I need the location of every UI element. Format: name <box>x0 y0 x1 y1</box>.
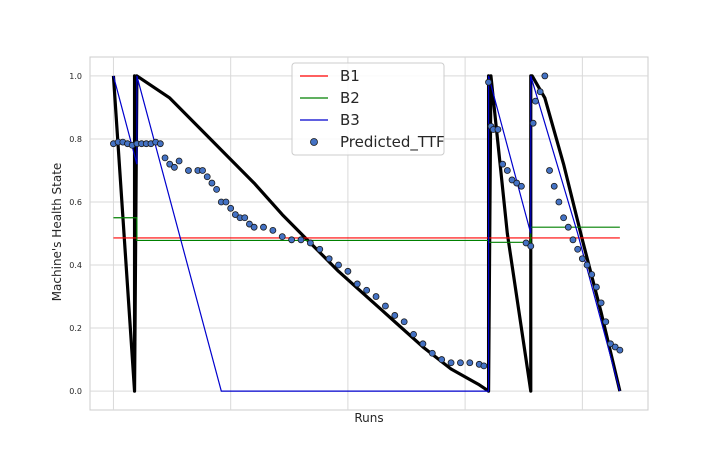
predicted-ttf-point <box>485 78 492 86</box>
predicted-ttf-point <box>316 245 324 253</box>
predicted-ttf-point <box>372 293 380 300</box>
predicted-ttf-point <box>391 312 399 319</box>
predicted-ttf-point <box>335 261 342 269</box>
predicted-ttf-point <box>156 140 164 148</box>
predicted-ttf-point <box>227 204 235 212</box>
predicted-ttf-point <box>246 220 253 228</box>
y-tick-label: 1.0 <box>69 72 82 81</box>
legend-entry-label: B1 <box>340 67 360 85</box>
predicted-ttf-point <box>508 176 516 184</box>
predicted-ttf-point <box>278 233 286 241</box>
predicted-ttf-point <box>260 223 267 231</box>
predicted-ttf-point <box>532 97 539 105</box>
x-axis-label: Runs <box>354 411 383 425</box>
predicted-ttf-point <box>536 88 544 96</box>
predicted-ttf-point <box>410 330 417 338</box>
predicted-ttf-point <box>480 362 488 370</box>
predicted-ttf-point <box>166 160 174 168</box>
legend-entry-label: B2 <box>340 89 360 107</box>
predicted-ttf-point <box>602 318 610 326</box>
predicted-ttf-point <box>527 242 535 250</box>
predicted-ttf-point <box>616 346 624 354</box>
predicted-ttf-point <box>517 182 525 190</box>
predicted-ttf-point <box>344 267 352 275</box>
predicted-ttf-point <box>419 340 427 348</box>
predicted-ttf-point <box>213 185 221 193</box>
predicted-ttf-point <box>607 340 614 348</box>
predicted-ttf-point <box>199 167 206 174</box>
predicted-ttf-point <box>363 286 371 294</box>
predicted-ttf-point <box>231 211 239 218</box>
predicted-ttf-point <box>611 343 619 351</box>
predicted-ttf-point <box>161 154 169 162</box>
legend-entry-label: B3 <box>340 111 360 129</box>
predicted-ttf-point <box>555 198 563 206</box>
predicted-ttf-point <box>569 236 577 244</box>
predicted-ttf-point <box>297 236 305 244</box>
predicted-ttf-point <box>175 157 183 165</box>
predicted-ttf-point <box>466 359 474 367</box>
predicted-ttf-point <box>382 302 389 310</box>
predicted-ttf-point <box>438 356 446 363</box>
predicted-ttf-point <box>560 214 567 222</box>
predicted-ttf-point <box>499 160 507 168</box>
predicted-ttf-point <box>250 223 258 231</box>
predicted-ttf-point <box>457 359 464 367</box>
predicted-ttf-point <box>597 299 605 307</box>
predicted-ttf-point <box>222 198 230 206</box>
predicted-ttf-point <box>578 255 586 263</box>
predicted-ttf-point <box>503 167 511 174</box>
predicted-ttf-point <box>593 283 600 291</box>
legend: B1 B2 B3 Predicted_TTF <box>291 62 445 156</box>
y-tick-label: 0.6 <box>69 198 82 207</box>
predicted-ttf-point <box>513 179 521 187</box>
y-tick-label: 0.0 <box>69 387 82 396</box>
predicted-ttf-point <box>241 214 249 222</box>
y-tick-label: 0.2 <box>69 324 82 333</box>
predicted-ttf-point <box>288 236 296 244</box>
predicted-ttf-point <box>353 280 361 288</box>
predicted-ttf-point <box>428 349 436 357</box>
predicted-ttf-point <box>185 167 192 174</box>
predicted-ttf-point <box>574 245 582 253</box>
predicted-ttf-point <box>529 119 537 127</box>
predicted-ttf-point <box>588 271 596 278</box>
legend-marker <box>310 138 318 146</box>
predicted-ttf-point <box>269 226 277 234</box>
predicted-ttf-point <box>400 318 408 326</box>
predicted-ttf-point <box>522 239 530 247</box>
y-axis-label: Machine's Health State <box>50 163 64 302</box>
predicted-ttf-point <box>306 239 314 247</box>
predicted-ttf-point <box>208 179 216 187</box>
y-tick-label: 0.8 <box>69 135 82 144</box>
y-tick-label: 0.4 <box>69 261 82 270</box>
predicted-ttf-point <box>447 359 455 367</box>
predicted-ttf-point <box>550 182 558 190</box>
predicted-ttf-point <box>325 255 333 263</box>
predicted-ttf-point <box>171 163 178 171</box>
predicted-ttf-point <box>203 173 211 181</box>
predicted-ttf-point <box>494 126 502 133</box>
legend-entry-label: Predicted_TTF <box>340 133 445 152</box>
predicted-ttf-point <box>583 261 591 269</box>
predicted-ttf-point <box>541 72 549 80</box>
predicted-ttf-point <box>564 223 572 231</box>
legend-box <box>291 62 445 156</box>
true-health-trace <box>111 74 622 393</box>
series-line-b3 <box>112 75 621 392</box>
predicted-ttf-point <box>546 167 553 174</box>
